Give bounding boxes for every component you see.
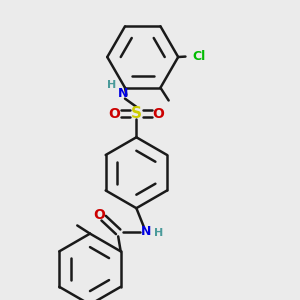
Text: Cl: Cl (193, 50, 206, 63)
Text: O: O (109, 106, 121, 121)
Text: O: O (93, 208, 105, 221)
Text: H: H (107, 80, 116, 90)
Text: H: H (154, 228, 164, 238)
Text: S: S (131, 106, 142, 121)
Text: N: N (118, 87, 128, 100)
Text: N: N (141, 225, 152, 238)
Text: O: O (152, 106, 164, 121)
